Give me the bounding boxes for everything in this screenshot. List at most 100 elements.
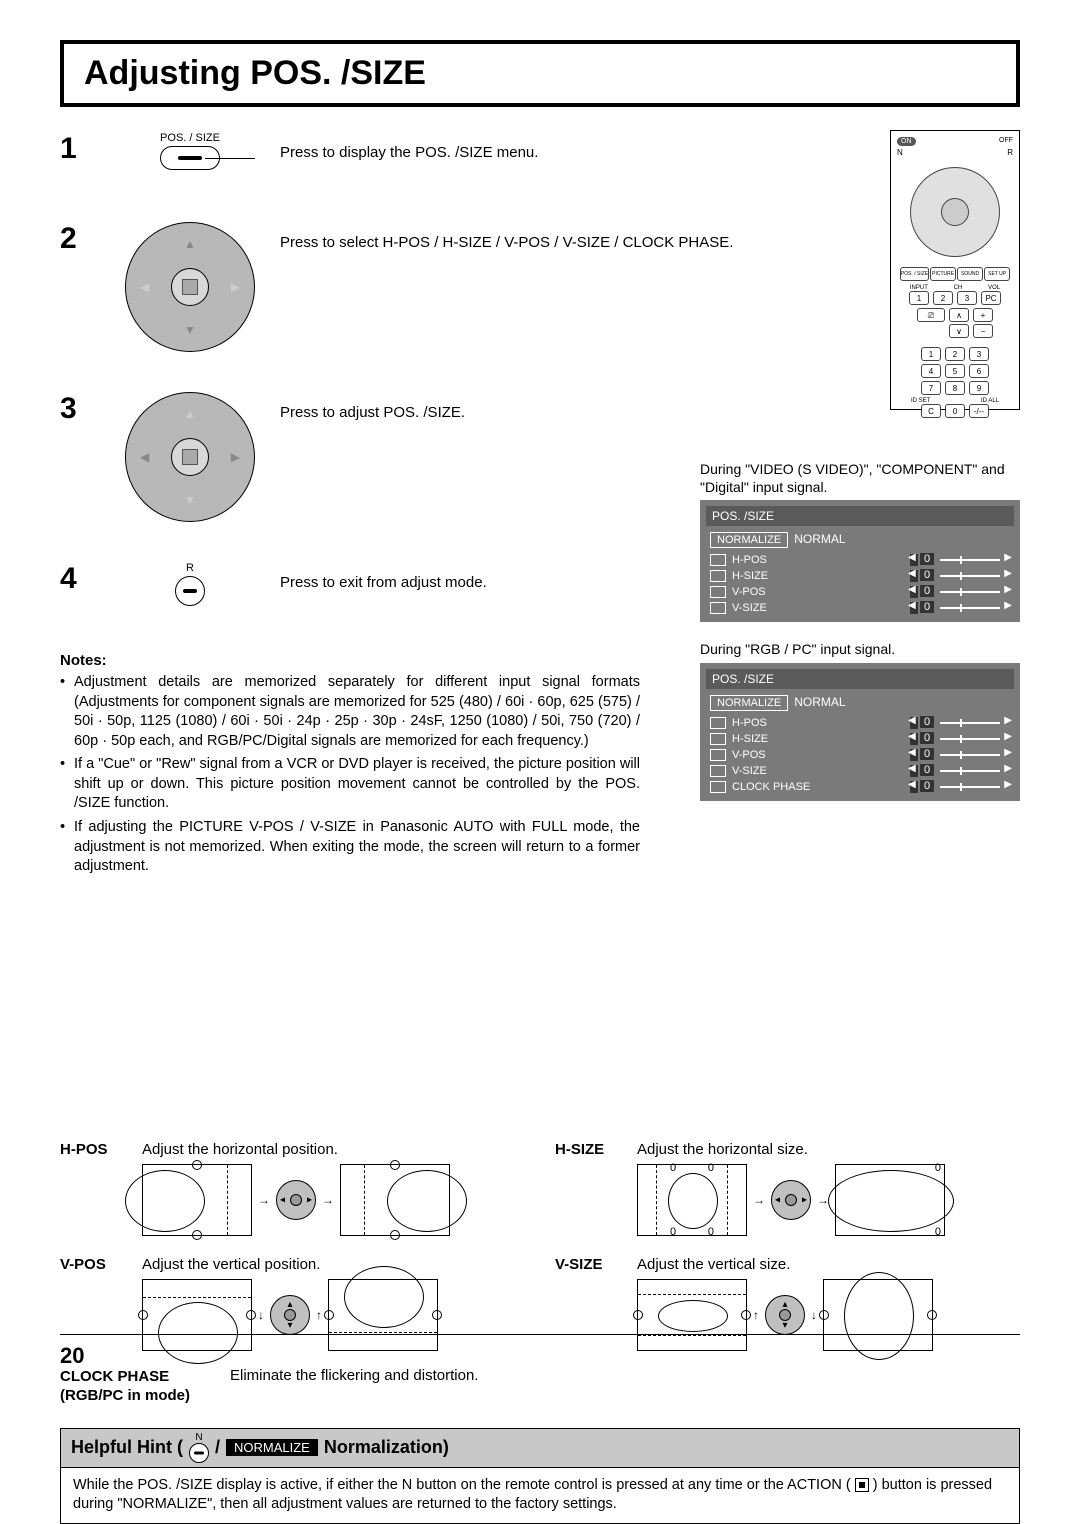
remote-control-illustration: ON OFF NR POS. / SIZE PICTURE SOUND SET … xyxy=(890,130,1020,410)
action-button-icon xyxy=(855,1478,869,1492)
osd-row: V-POS 0 xyxy=(706,584,1014,600)
step-number: 4 xyxy=(60,562,100,596)
osd-row-label: V-POS xyxy=(732,586,904,598)
remote-vol-dn: − xyxy=(973,324,993,338)
osd-row-icon xyxy=(710,749,726,761)
osd-slider: 0 xyxy=(910,717,1010,729)
clock-phase-label: CLOCK PHASE xyxy=(60,1367,190,1387)
notes-list: Adjustment details are memorized separat… xyxy=(60,673,640,877)
note-item: If adjusting the PICTURE V-POS / V-SIZE … xyxy=(74,818,640,877)
osd-row-icon xyxy=(710,781,726,793)
normalize-badge: NORMALIZE xyxy=(226,1439,318,1456)
n-button-icon: N xyxy=(189,1433,209,1463)
osd2-title: POS. /SIZE xyxy=(706,669,1014,689)
hint-sep: / xyxy=(215,1437,220,1458)
osd-row-icon xyxy=(710,733,726,745)
osd-slider: 0 xyxy=(910,781,1010,793)
remote-key: 7 xyxy=(921,381,941,395)
dpad-icon: ◂ ▸ xyxy=(276,1180,316,1220)
osd1-title: POS. /SIZE xyxy=(706,506,1014,526)
osd-slider: 0 xyxy=(910,749,1010,761)
remote-key: 2 xyxy=(945,347,965,361)
notes-heading: Notes: xyxy=(60,652,640,669)
osd-row-label: H-SIZE xyxy=(732,570,904,582)
osd-row: V-SIZE 0 xyxy=(706,600,1014,616)
remote-key: 2 xyxy=(933,291,953,305)
helpful-hint-box: Helpful Hint ( N / NORMALIZE Normalizati… xyxy=(60,1428,1020,1524)
hint-prefix: Helpful Hint ( xyxy=(71,1437,183,1458)
osd-slider: 0 xyxy=(910,586,1010,598)
remote-key: -/-- xyxy=(969,404,989,418)
osd-row: H-POS 0 xyxy=(706,715,1014,731)
remote-key: 3 xyxy=(969,347,989,361)
remote-key: 3 xyxy=(957,291,977,305)
vsize-diagram: ↑ ▴ ▾ ↓ xyxy=(637,1279,1020,1351)
page-number: 20 xyxy=(60,1343,84,1369)
remote-key: 8 xyxy=(945,381,965,395)
osd-row-label: V-POS xyxy=(732,749,904,761)
osd-row-label: V-SIZE xyxy=(732,765,904,777)
osd-row-icon xyxy=(710,586,726,598)
osd-row-icon xyxy=(710,602,726,614)
r-button-icon xyxy=(175,576,205,606)
osd-row-label: H-POS xyxy=(732,717,904,729)
osd-row-icon xyxy=(710,570,726,582)
normal-label: NORMAL xyxy=(794,695,845,711)
osd2-caption: During "RGB / PC" input signal. xyxy=(700,640,1020,658)
osd-row-label: CLOCK PHASE xyxy=(732,781,904,793)
osd-slider: 0 xyxy=(910,554,1010,566)
vsize-item: V-SIZE Adjust the vertical size. ↑ ▴ ▾ xyxy=(555,1256,1020,1351)
osd-row-label: V-SIZE xyxy=(732,602,904,614)
hint-body: While the POS. /SIZE display is active, … xyxy=(60,1468,1020,1524)
hpos-diagram: → ◂ ▸ → xyxy=(142,1164,525,1236)
hint-header: Helpful Hint ( N / NORMALIZE Normalizati… xyxy=(60,1428,1020,1468)
osd-slider: 0 xyxy=(910,765,1010,777)
remote-label: SET UP xyxy=(984,267,1010,281)
hsize-label: H-SIZE xyxy=(555,1141,625,1236)
vpos-diagram: ↓ ▴ ▾ ↑ xyxy=(142,1279,525,1351)
osd1-caption: During "VIDEO (S VIDEO)", "COMPONENT" an… xyxy=(700,460,1020,496)
note-item: If a "Cue" or "Rew" signal from a VCR or… xyxy=(74,755,640,814)
normalize-box: NORMALIZE xyxy=(710,532,788,548)
remote-label: SOUND xyxy=(957,267,983,281)
hsize-diagram: 0 0 0 0 → ◂ ▸ → 0 0 xyxy=(637,1164,1020,1236)
osd-row: V-POS 0 xyxy=(706,747,1014,763)
remote-ch-dn: ∨ xyxy=(949,324,969,338)
remote-key: 9 xyxy=(969,381,989,395)
vpos-item: V-POS Adjust the vertical position. ↓ ▴ … xyxy=(60,1256,525,1351)
r-label: R xyxy=(186,562,194,574)
hpos-label: H-POS xyxy=(60,1141,130,1236)
vpos-desc: Adjust the vertical position. xyxy=(142,1256,525,1273)
step-number: 2 xyxy=(60,222,100,256)
remote-key: 6 xyxy=(969,364,989,378)
osd-slider: 0 xyxy=(910,602,1010,614)
normalize-box: NORMALIZE xyxy=(710,695,788,711)
hsize-desc: Adjust the horizontal size. xyxy=(637,1141,1020,1158)
osd-row: H-SIZE0 xyxy=(706,731,1014,747)
clock-phase-item: CLOCK PHASE (RGB/PC in mode) Eliminate t… xyxy=(60,1367,1020,1406)
dpad-icon: ◂ ▸ xyxy=(771,1180,811,1220)
hpos-item: H-POS Adjust the horizontal position. → … xyxy=(60,1141,525,1236)
step-2: 2 ▲ ▼ ◀ ▶ Press to select H-POS / H-SIZE… xyxy=(60,222,1020,372)
remote-key: 0 xyxy=(945,404,965,418)
note-item: Adjustment details are memorized separat… xyxy=(74,673,640,751)
dpad-vertical-icon: ▲ ▼ ◀ ▶ xyxy=(125,222,255,352)
adjustments-section: H-POS Adjust the horizontal position. → … xyxy=(60,1141,1020,1406)
remote-dpad-icon xyxy=(910,167,1000,257)
step-number: 1 xyxy=(60,132,100,166)
remote-label: PICTURE xyxy=(930,267,956,281)
remote-label: POS. / SIZE xyxy=(900,267,929,281)
footer-line xyxy=(60,1334,1020,1335)
osd-row: H-POS0 xyxy=(706,552,1014,568)
dpad-horizontal-icon: ▲ ▼ ◀ ▶ xyxy=(125,392,255,522)
remote-key: 1 xyxy=(921,347,941,361)
vsize-desc: Adjust the vertical size. xyxy=(637,1256,1020,1273)
osd-row: V-SIZE 0 xyxy=(706,763,1014,779)
step-1: 1 POS. / SIZE Press to display the POS. … xyxy=(60,132,1020,202)
remote-on-label: ON xyxy=(897,137,916,146)
remote-vol-up: + xyxy=(973,308,993,322)
remote-off-label: OFF xyxy=(999,137,1013,146)
remote-ch-up: ∧ xyxy=(949,308,969,322)
pos-size-label: POS. / SIZE xyxy=(160,132,220,144)
osd2-panel: POS. /SIZE NORMALIZE NORMAL H-POS 0 H-SIZE… xyxy=(700,663,1020,801)
